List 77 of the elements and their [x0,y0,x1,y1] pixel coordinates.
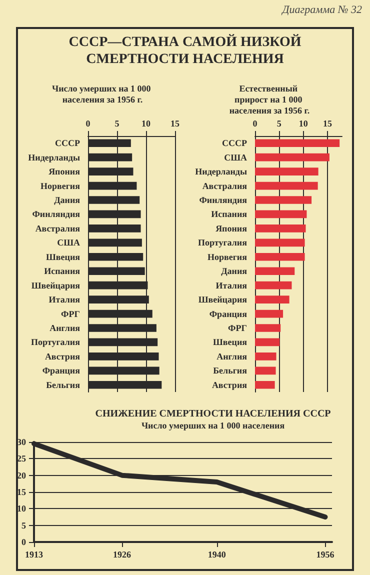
y-tick-label: Франция [209,308,248,319]
bar [255,310,284,318]
y-tick-label: 0 [22,537,26,547]
y-tick-label: СССР [55,138,80,148]
y-tick-label: США [224,152,248,162]
bar [255,252,305,261]
bar [255,338,280,346]
y-tick-label: Финляндия [199,195,248,205]
chart-title: СНИЖЕНИЕ СМЕРТНОСТИ НАСЕЛЕНИЯ СССР [95,408,331,420]
y-tick-label: 10 [17,504,26,514]
y-tick-label: Швеция [213,337,248,348]
y-tick-label: Норвегия [40,180,80,191]
y-tick-label: Япония [48,166,80,177]
bar [255,139,340,148]
x-tick-label: 5 [114,118,120,128]
x-tick-label: 10 [298,118,308,128]
y-tick-label: Франция [42,366,80,376]
bar [255,296,290,304]
bar [255,366,276,375]
bar [255,182,318,190]
x-tick-label: 5 [276,118,282,128]
y-tick-label: ФРГ [228,323,248,333]
bar [255,238,305,247]
y-tick-label: Дания [54,195,80,205]
bar [255,281,292,290]
y-tick-label: Нидерланды [28,152,80,162]
x-tick-label: 1913 [25,550,44,560]
y-tick-label: Бельгия [46,380,80,390]
x-tick-label: 15 [170,118,180,128]
bar [255,224,306,232]
x-tick-label: 0 [252,118,258,128]
y-tick-label: Италия [48,294,80,305]
chart-subtitle: Естественный прирост на 1 000 населения за 1956 г. [229,84,310,116]
x-tick-label: 1956 [316,550,335,560]
x-tick-label: 1940 [208,550,226,560]
y-tick-label: Финляндия [32,209,80,220]
y-tick-label: Австрия [44,351,80,362]
y-tick-label: ФРГ [61,308,80,319]
y-tick-label: Швеция [46,252,80,262]
bar [255,267,295,276]
y-tick-label: Англия [50,323,80,333]
y-tick-label: Австрия [212,380,248,390]
y-tick-label: Англия [216,351,248,362]
y-tick-label: Япония [216,223,248,234]
y-tick-label: Испания [44,266,80,276]
bar [255,153,330,162]
bar [255,324,281,332]
y-tick-label: Бельгия [213,366,248,376]
bar [255,352,276,360]
text: Диаграмма № 32 [282,4,362,16]
chart-title: СССР—СТРАНА САМОЙ НИЗКОЙ СМЕРТНОСТИ НАСЕЛЕНИЯ [68,34,302,68]
y-tick-label: Нидерланды [195,166,247,177]
y-tick-label: Испания [211,209,248,220]
y-tick-label: СССР [222,138,248,148]
y-tick-label: Швейцария [198,294,248,305]
y-tick-label: Австралия [202,180,248,191]
x-tick-label: 1926 [113,550,132,560]
y-tick-label: Швейцария [31,280,80,290]
y-tick-label: Дания [221,266,248,276]
y-tick-label: 5 [22,520,26,530]
y-tick-label: Австралия [35,223,80,234]
y-tick-label: 15 [17,487,26,497]
y-tick-label: Норвегия [207,252,248,262]
x-tick-label: 15 [323,118,332,128]
y-tick-label: 20 [17,470,26,480]
y-tick-label: США [57,238,80,248]
y-tick-label: Португалия [31,337,80,348]
bar [255,380,275,389]
chart-subtitle: Число умерших на 1 000 населения за 1956 г. [52,84,154,104]
y-tick-label: Португалия [198,238,248,248]
y-tick-label: Италия [216,280,248,290]
x-tick-label: 0 [86,118,91,128]
bar [255,196,312,204]
bar [255,210,307,218]
bar [255,168,318,176]
chart-subtitle: Число умерших на 1 000 населения [141,420,285,430]
x-tick-label: 10 [142,118,151,128]
